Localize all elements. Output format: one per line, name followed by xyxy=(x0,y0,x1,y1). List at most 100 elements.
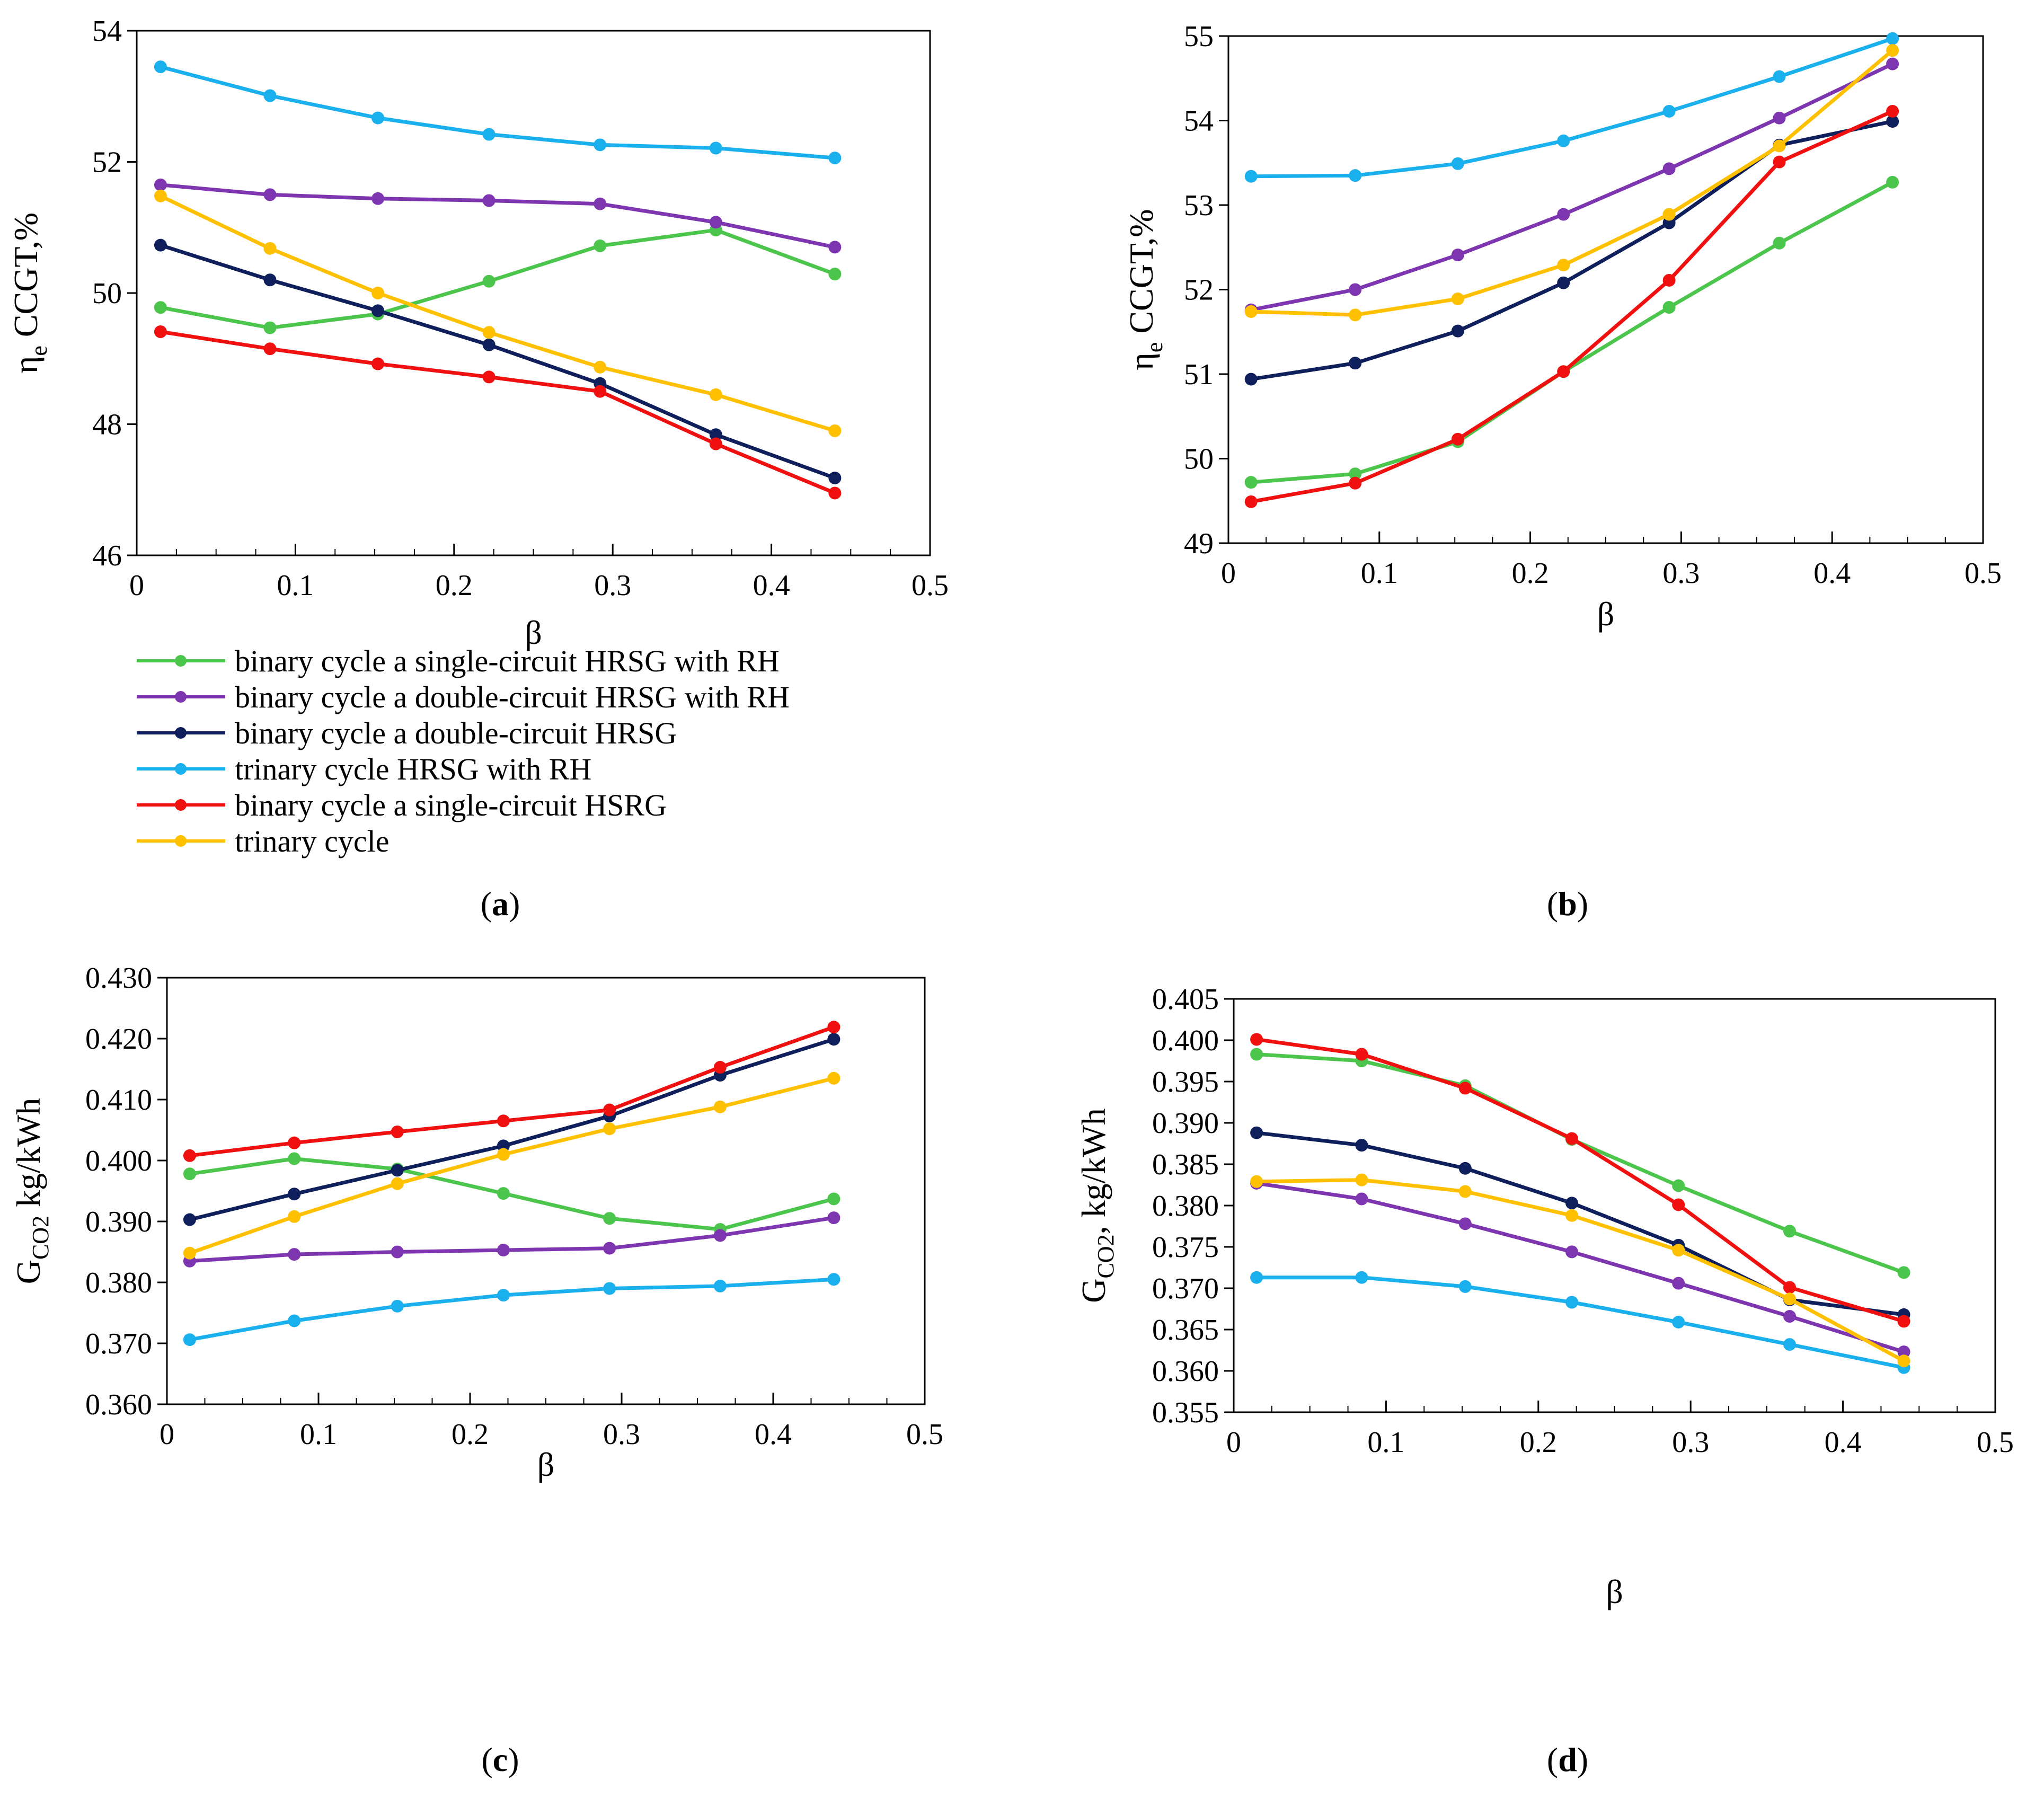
chart-panel-b: 0 0.1 0.2 0.3 0.4 0.5 49 50 51 52 53 54 55 β ηe CCGT,% xyxy=(1122,20,2002,633)
legend-label: binary cycle a double-circuit HRSG xyxy=(235,716,677,750)
y-tick-label: 50 xyxy=(1184,443,1214,476)
data-point-s3 xyxy=(1886,115,1899,128)
data-point-s3 xyxy=(371,304,385,317)
chart-panel-d: 0 0.1 0.2 0.3 0.4 0.5 0.355 0.360 0.365 0.370 0.37… xyxy=(1075,983,2014,1610)
legend-item: binary cycle a single-circuit HRSG with … xyxy=(137,644,780,678)
data-point-s1 xyxy=(603,1212,616,1225)
y-tick-label: 0.420 xyxy=(85,1023,152,1056)
data-point-s6 xyxy=(1250,1175,1263,1188)
y-tick-label: 0.365 xyxy=(1152,1314,1219,1347)
data-point-s3 xyxy=(1355,1139,1368,1152)
y-tick-label: 50 xyxy=(92,277,122,310)
data-point-s1 xyxy=(1662,300,1676,314)
data-point-s2 xyxy=(594,197,607,210)
data-point-s4 xyxy=(827,1273,840,1286)
data-point-s6 xyxy=(1451,293,1464,306)
x-axis-label: β xyxy=(1606,1573,1623,1610)
data-point-s1 xyxy=(1672,1179,1685,1192)
data-point-s6 xyxy=(1662,208,1676,221)
data-point-s2 xyxy=(263,188,277,201)
y-tick-label: 55 xyxy=(1184,20,1214,53)
y-tick-label: 0.360 xyxy=(85,1388,152,1421)
x-tick-label: 0.5 xyxy=(912,569,949,602)
data-point-s4 xyxy=(1662,104,1676,118)
data-point-s4 xyxy=(1458,1280,1472,1293)
x-tick-label: 0.3 xyxy=(603,1418,640,1451)
data-point-s4 xyxy=(288,1314,301,1327)
data-point-s4 xyxy=(603,1282,616,1295)
y-tick-label: 0.355 xyxy=(1152,1396,1219,1429)
x-tick-label: 0.5 xyxy=(906,1418,943,1451)
data-point-s1 xyxy=(1349,467,1362,481)
data-point-s4 xyxy=(183,1333,196,1347)
data-point-s5 xyxy=(713,1061,727,1074)
data-point-s5 xyxy=(828,486,842,500)
data-point-s2 xyxy=(1349,283,1362,296)
caption-a: (a) xyxy=(481,885,520,923)
data-point-s1 xyxy=(1773,236,1786,250)
data-point-s5 xyxy=(1897,1315,1910,1328)
caption-c: (c) xyxy=(481,1741,519,1778)
x-tick-label: 0.3 xyxy=(1662,557,1700,590)
data-point-s3 xyxy=(1458,1162,1472,1175)
y-tick-label: 53 xyxy=(1184,189,1214,222)
x-tick-label: 0.2 xyxy=(436,569,473,602)
caption-b: (b) xyxy=(1547,885,1588,923)
data-point-s3 xyxy=(827,1033,840,1046)
x-tick-label: 0.4 xyxy=(753,569,790,602)
data-point-s1 xyxy=(1886,175,1899,189)
x-axis-label: β xyxy=(1597,595,1615,633)
data-point-s1 xyxy=(183,1167,196,1181)
x-tick-label: 0.2 xyxy=(1520,1426,1557,1459)
y-tick-label: 46 xyxy=(92,539,122,572)
data-point-s3 xyxy=(828,471,842,484)
data-point-s6 xyxy=(1458,1185,1472,1198)
data-point-s6 xyxy=(709,388,722,401)
y-tick-label: 0.405 xyxy=(1152,983,1219,1016)
data-point-s1 xyxy=(482,274,495,288)
data-point-s2 xyxy=(482,194,495,207)
data-point-s3 xyxy=(1244,373,1258,386)
x-tick-label: 0 xyxy=(1226,1426,1241,1459)
y-tick-label: 0.360 xyxy=(1152,1355,1219,1388)
legend-item: trinary cycle HRSG with RH xyxy=(137,752,591,786)
data-point-s1 xyxy=(1244,476,1258,489)
data-point-s1 xyxy=(828,268,842,281)
data-point-s5 xyxy=(263,342,277,356)
chart-panel-c: 0 0.1 0.2 0.3 0.4 0.5 0.360 0.370 0.380 0.390 0.40… xyxy=(10,962,943,1483)
data-point-s3 xyxy=(1250,1126,1263,1139)
x-tick-label: 0.4 xyxy=(1825,1426,1862,1459)
data-point-s6 xyxy=(391,1177,404,1190)
y-tick-label: 0.370 xyxy=(85,1327,152,1360)
data-point-s2 xyxy=(1458,1217,1472,1230)
data-point-s6 xyxy=(1897,1354,1910,1368)
data-point-s4 xyxy=(154,60,167,74)
data-point-s5 xyxy=(288,1136,301,1149)
data-point-s6 xyxy=(827,1071,840,1085)
data-point-s5 xyxy=(594,385,607,398)
y-axis-label: ηe CCGT,% xyxy=(1122,209,1167,370)
x-tick-label: 0 xyxy=(160,1418,174,1451)
data-point-s3 xyxy=(709,428,722,441)
data-point-s4 xyxy=(1451,157,1464,170)
x-axis-label: β xyxy=(537,1446,555,1483)
data-point-s6 xyxy=(288,1210,301,1223)
x-tick-label: 0.4 xyxy=(1813,557,1851,590)
data-point-s5 xyxy=(1244,495,1258,508)
data-point-s4 xyxy=(1773,70,1786,83)
data-point-s5 xyxy=(154,325,167,339)
data-point-s5 xyxy=(1458,1082,1472,1095)
y-tick-label: 48 xyxy=(92,409,122,441)
x-tick-label: 0.1 xyxy=(300,1418,337,1451)
x-tick-label: 0.2 xyxy=(1512,557,1549,590)
data-point-s5 xyxy=(1773,155,1786,169)
y-tick-label: 0.370 xyxy=(1152,1272,1219,1305)
data-point-s6 xyxy=(1349,308,1362,322)
y-tick-label: 51 xyxy=(1184,358,1214,391)
data-point-s4 xyxy=(1672,1315,1685,1328)
legend-swatch-marker xyxy=(175,763,187,775)
y-tick-label: 0.410 xyxy=(85,1084,152,1117)
data-point-s6 xyxy=(603,1122,616,1136)
data-point-s4 xyxy=(497,1289,510,1302)
